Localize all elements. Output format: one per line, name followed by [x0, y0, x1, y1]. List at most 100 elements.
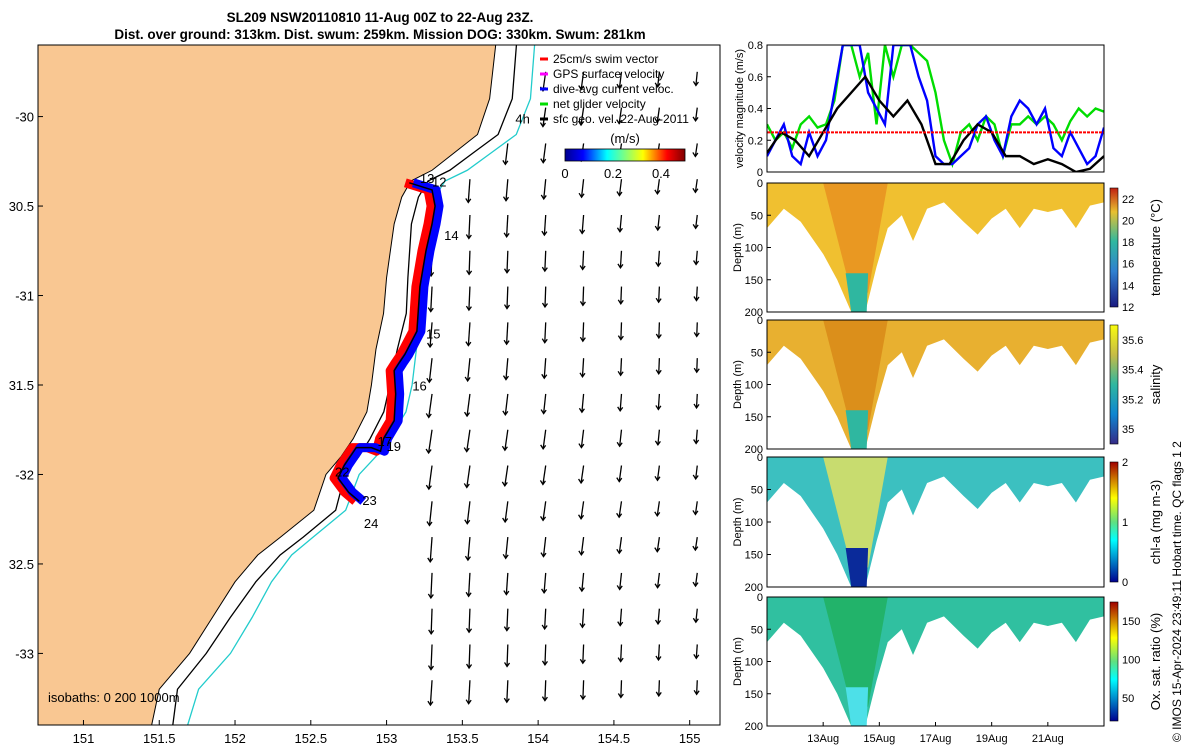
current-vector: [430, 608, 433, 634]
current-vector: [658, 680, 661, 696]
current-vector-head: [693, 653, 700, 660]
colorbar-tick-label: 35: [1122, 424, 1134, 436]
current-vector-head: [427, 593, 434, 600]
current-vector-head: [427, 700, 434, 707]
current-vector: [468, 680, 471, 704]
current-vector: [619, 250, 623, 268]
current-vector-head: [579, 336, 586, 343]
current-vector-head: [540, 158, 547, 164]
current-vector-head: [617, 406, 624, 413]
day-label: 22: [335, 464, 349, 479]
current-vector-head: [617, 299, 624, 305]
depth-tick-label: 150: [745, 550, 763, 562]
section-fill: [767, 597, 1104, 726]
map-ytick-label: 32.5: [9, 557, 34, 572]
map-xtick-label: 155: [679, 731, 701, 746]
section-fill: [767, 183, 1104, 312]
current-vector: [580, 179, 585, 198]
current-vector-head: [541, 696, 548, 702]
depth-tick-label: 150: [745, 689, 763, 701]
map-xtick-label: 154.5: [598, 731, 631, 746]
current-vector-head: [465, 234, 472, 240]
depth-axis-label: Depth (m): [732, 637, 744, 686]
current-vector: [656, 465, 661, 481]
current-vector-head: [541, 338, 548, 344]
current-vector: [694, 143, 698, 157]
current-vector: [504, 393, 509, 415]
current-vector-head: [693, 403, 700, 410]
depth-tick-label: 0: [757, 178, 763, 190]
map-xtick-label: 152.5: [295, 731, 328, 746]
section-deep: [845, 548, 869, 587]
colorbar-tick-label: 18: [1122, 237, 1134, 249]
temperature-section: [767, 183, 1104, 312]
current-vector: [618, 179, 623, 196]
section-fill: [767, 320, 1104, 449]
credit-text: © IMOS 15-Apr-2024 23:49:11 Hobart time.…: [1170, 441, 1184, 742]
current-vector-head: [578, 85, 585, 91]
current-vector-head: [616, 548, 623, 555]
current-vector: [543, 214, 547, 236]
legend-entry: dive-avg current veloc.: [553, 82, 674, 96]
map-ytick-label: -32: [15, 467, 34, 482]
current-vector: [695, 680, 698, 695]
day-label: 24: [364, 516, 378, 531]
depth-tick-label: 50: [751, 624, 763, 636]
current-vector: [467, 572, 471, 597]
current-vector-head: [465, 198, 472, 204]
section-deep: [845, 687, 869, 726]
current-vector: [467, 358, 471, 381]
current-vector: [544, 680, 547, 701]
colorbar-tick-label: 22: [1122, 194, 1134, 206]
current-vector: [582, 680, 585, 700]
current-vector-head: [577, 120, 585, 127]
depth-tick-label: 0: [757, 592, 763, 604]
current-vector: [657, 214, 661, 231]
current-vector: [504, 429, 509, 451]
depth-tick-label: 50: [751, 347, 763, 359]
current-vector: [581, 358, 585, 377]
current-vector-head: [579, 694, 586, 701]
current-vector: [542, 393, 547, 414]
legend-entry: 25cm/s swim vector: [553, 52, 658, 66]
section-core: [823, 320, 888, 430]
current-vector-head: [502, 375, 510, 381]
current-vector-head: [692, 81, 699, 87]
current-vector: [427, 429, 433, 454]
current-vector-head: [616, 191, 623, 197]
depth-tick-label: 0: [757, 315, 763, 327]
current-vector: [428, 393, 433, 418]
day-label: 4h: [515, 112, 529, 127]
colorbar-tick-label: 14: [1122, 280, 1134, 292]
current-vector-head: [692, 581, 699, 588]
current-vector: [695, 608, 698, 623]
current-vector-head: [693, 367, 700, 374]
current-vector: [580, 465, 585, 484]
current-vector: [468, 250, 471, 275]
current-vector-head: [427, 307, 434, 313]
map-ytick-label: -33: [15, 646, 34, 661]
current-vector-head: [578, 478, 585, 485]
section-colorbar: [1109, 324, 1119, 445]
current-vector: [468, 608, 471, 633]
current-vector: [695, 429, 698, 444]
current-vector: [694, 107, 698, 121]
isobath-label: isobaths: 0 200 1000m: [48, 690, 180, 705]
day-label: 12: [432, 174, 446, 189]
current-vector: [468, 214, 471, 239]
current-vector-head: [693, 296, 700, 302]
current-vector-head: [655, 297, 662, 304]
current-vector-head: [425, 413, 432, 419]
current-vector: [429, 680, 433, 706]
current-vector: [619, 608, 623, 626]
velocity-ytick-label: 0: [757, 167, 763, 179]
current-vector: [619, 393, 623, 411]
current-vector-head: [464, 519, 471, 525]
current-vector-head: [540, 552, 547, 558]
current-vector-head: [655, 691, 662, 698]
current-vector: [467, 537, 471, 561]
colorbar-tick-label: 16: [1122, 259, 1134, 271]
day-label: 16: [412, 378, 426, 393]
